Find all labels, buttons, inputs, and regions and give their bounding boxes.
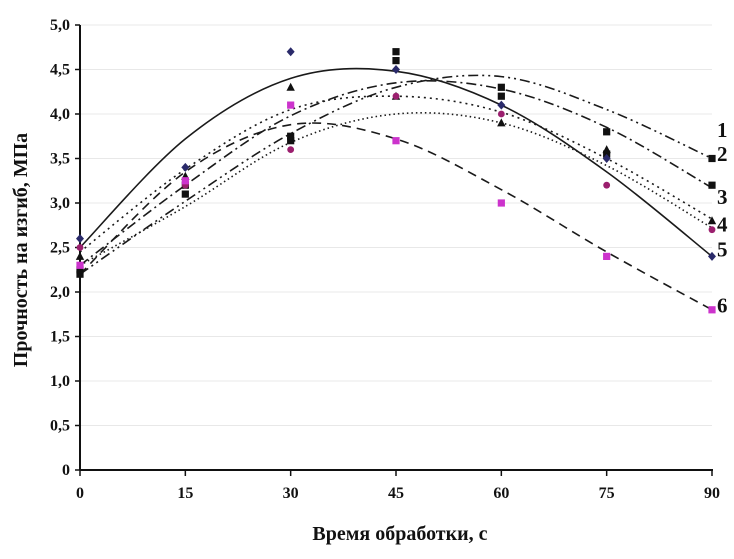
- data-point-series-3: [602, 145, 611, 154]
- data-point-series-6: [181, 177, 189, 185]
- x-tick-label: 90: [704, 485, 720, 502]
- data-point-series-5: [602, 154, 611, 163]
- data-point-series-1: [603, 128, 611, 136]
- grid: [80, 24, 712, 426]
- data-point-series-6: [497, 199, 505, 207]
- data-point-series-6: [603, 252, 611, 260]
- data-point-series-5: [392, 65, 400, 74]
- y-tick-label: 0,5: [50, 418, 70, 435]
- data-point-series-2: [76, 266, 84, 274]
- x-tick-label: 30: [283, 485, 299, 502]
- y-tick-label: 4,0: [50, 106, 70, 123]
- data-point-series-6: [76, 261, 84, 269]
- fit-curves: [79, 67, 713, 311]
- data-point-series-1: [392, 48, 400, 56]
- series-labels: 12 3 45 6: [717, 118, 728, 317]
- data-point-series-4: [603, 181, 611, 189]
- data-point-series-5: [76, 234, 84, 244]
- data-point-series-6: [708, 306, 716, 314]
- y-tick-label: 2,0: [50, 284, 70, 301]
- y-axis-title: Прочность на изгиб, МПа: [10, 133, 32, 367]
- fit-curve-4: [79, 112, 713, 266]
- fit-curve-2: [79, 80, 713, 266]
- data-point-series-5: [497, 100, 506, 110]
- x-axis-title: Время обработки, с: [312, 523, 487, 545]
- data-point-series-2: [392, 57, 400, 65]
- data-point-series-1: [287, 137, 295, 145]
- series-label-4: 4: [717, 212, 728, 236]
- data-point-series-6: [287, 101, 295, 109]
- data-point-series-4: [497, 110, 505, 118]
- data-point-series-4: [287, 146, 295, 154]
- data-point-series-6: [392, 137, 400, 145]
- x-tick-label: 75: [599, 485, 615, 502]
- y-tick-label: 3,0: [50, 195, 70, 212]
- data-point-series-4: [708, 226, 716, 234]
- data-point-series-1: [76, 270, 84, 278]
- data-points: [75, 47, 717, 314]
- data-point-series-2: [708, 181, 716, 189]
- data-point-series-1: [181, 190, 189, 198]
- data-point-series-1: [708, 154, 716, 163]
- fit-curve-6: [79, 122, 713, 311]
- data-point-series-5: [181, 162, 190, 172]
- series-label-5: 5: [717, 237, 728, 261]
- data-point-series-3: [707, 216, 717, 225]
- data-point-series-2: [497, 92, 505, 100]
- x-tick-label: 15: [177, 485, 193, 502]
- series-label-6: 6: [717, 293, 728, 317]
- data-point-series-4: [76, 244, 84, 251]
- y-tick-label: 3,5: [50, 151, 70, 168]
- data-point-series-5: [708, 251, 716, 261]
- data-point-series-4: [392, 92, 400, 100]
- fit-curve-3: [79, 95, 713, 253]
- data-point-series-1: [497, 83, 505, 91]
- data-point-series-2: [287, 132, 295, 140]
- x-tick-label: 0: [76, 485, 84, 502]
- series-label-2: 2: [717, 142, 728, 166]
- fit-curve-1: [79, 74, 713, 275]
- y-tick-label: 4,5: [50, 62, 70, 79]
- ticks: 0 0,5 1,0 1,5 2,0 2,5 3,0 3,5 4,0 4,5 5,0 0 15 30 45 60…: [50, 17, 720, 502]
- series-label-1: 1: [717, 118, 728, 142]
- data-point-series-3: [75, 251, 85, 260]
- data-point-series-5: [286, 47, 295, 57]
- y-tick-label: 0: [62, 462, 70, 479]
- data-point-series-3: [497, 118, 506, 127]
- y-tick-label: 5,0: [50, 17, 70, 34]
- y-tick-label: 1,5: [50, 329, 70, 346]
- series-label-3: 3: [717, 185, 728, 209]
- y-tick-label: 2,5: [50, 240, 70, 257]
- data-point-series-3: [286, 82, 295, 91]
- y-tick-label: 1,0: [50, 373, 70, 390]
- x-tick-label: 60: [493, 485, 509, 502]
- x-tick-label: 45: [388, 485, 404, 502]
